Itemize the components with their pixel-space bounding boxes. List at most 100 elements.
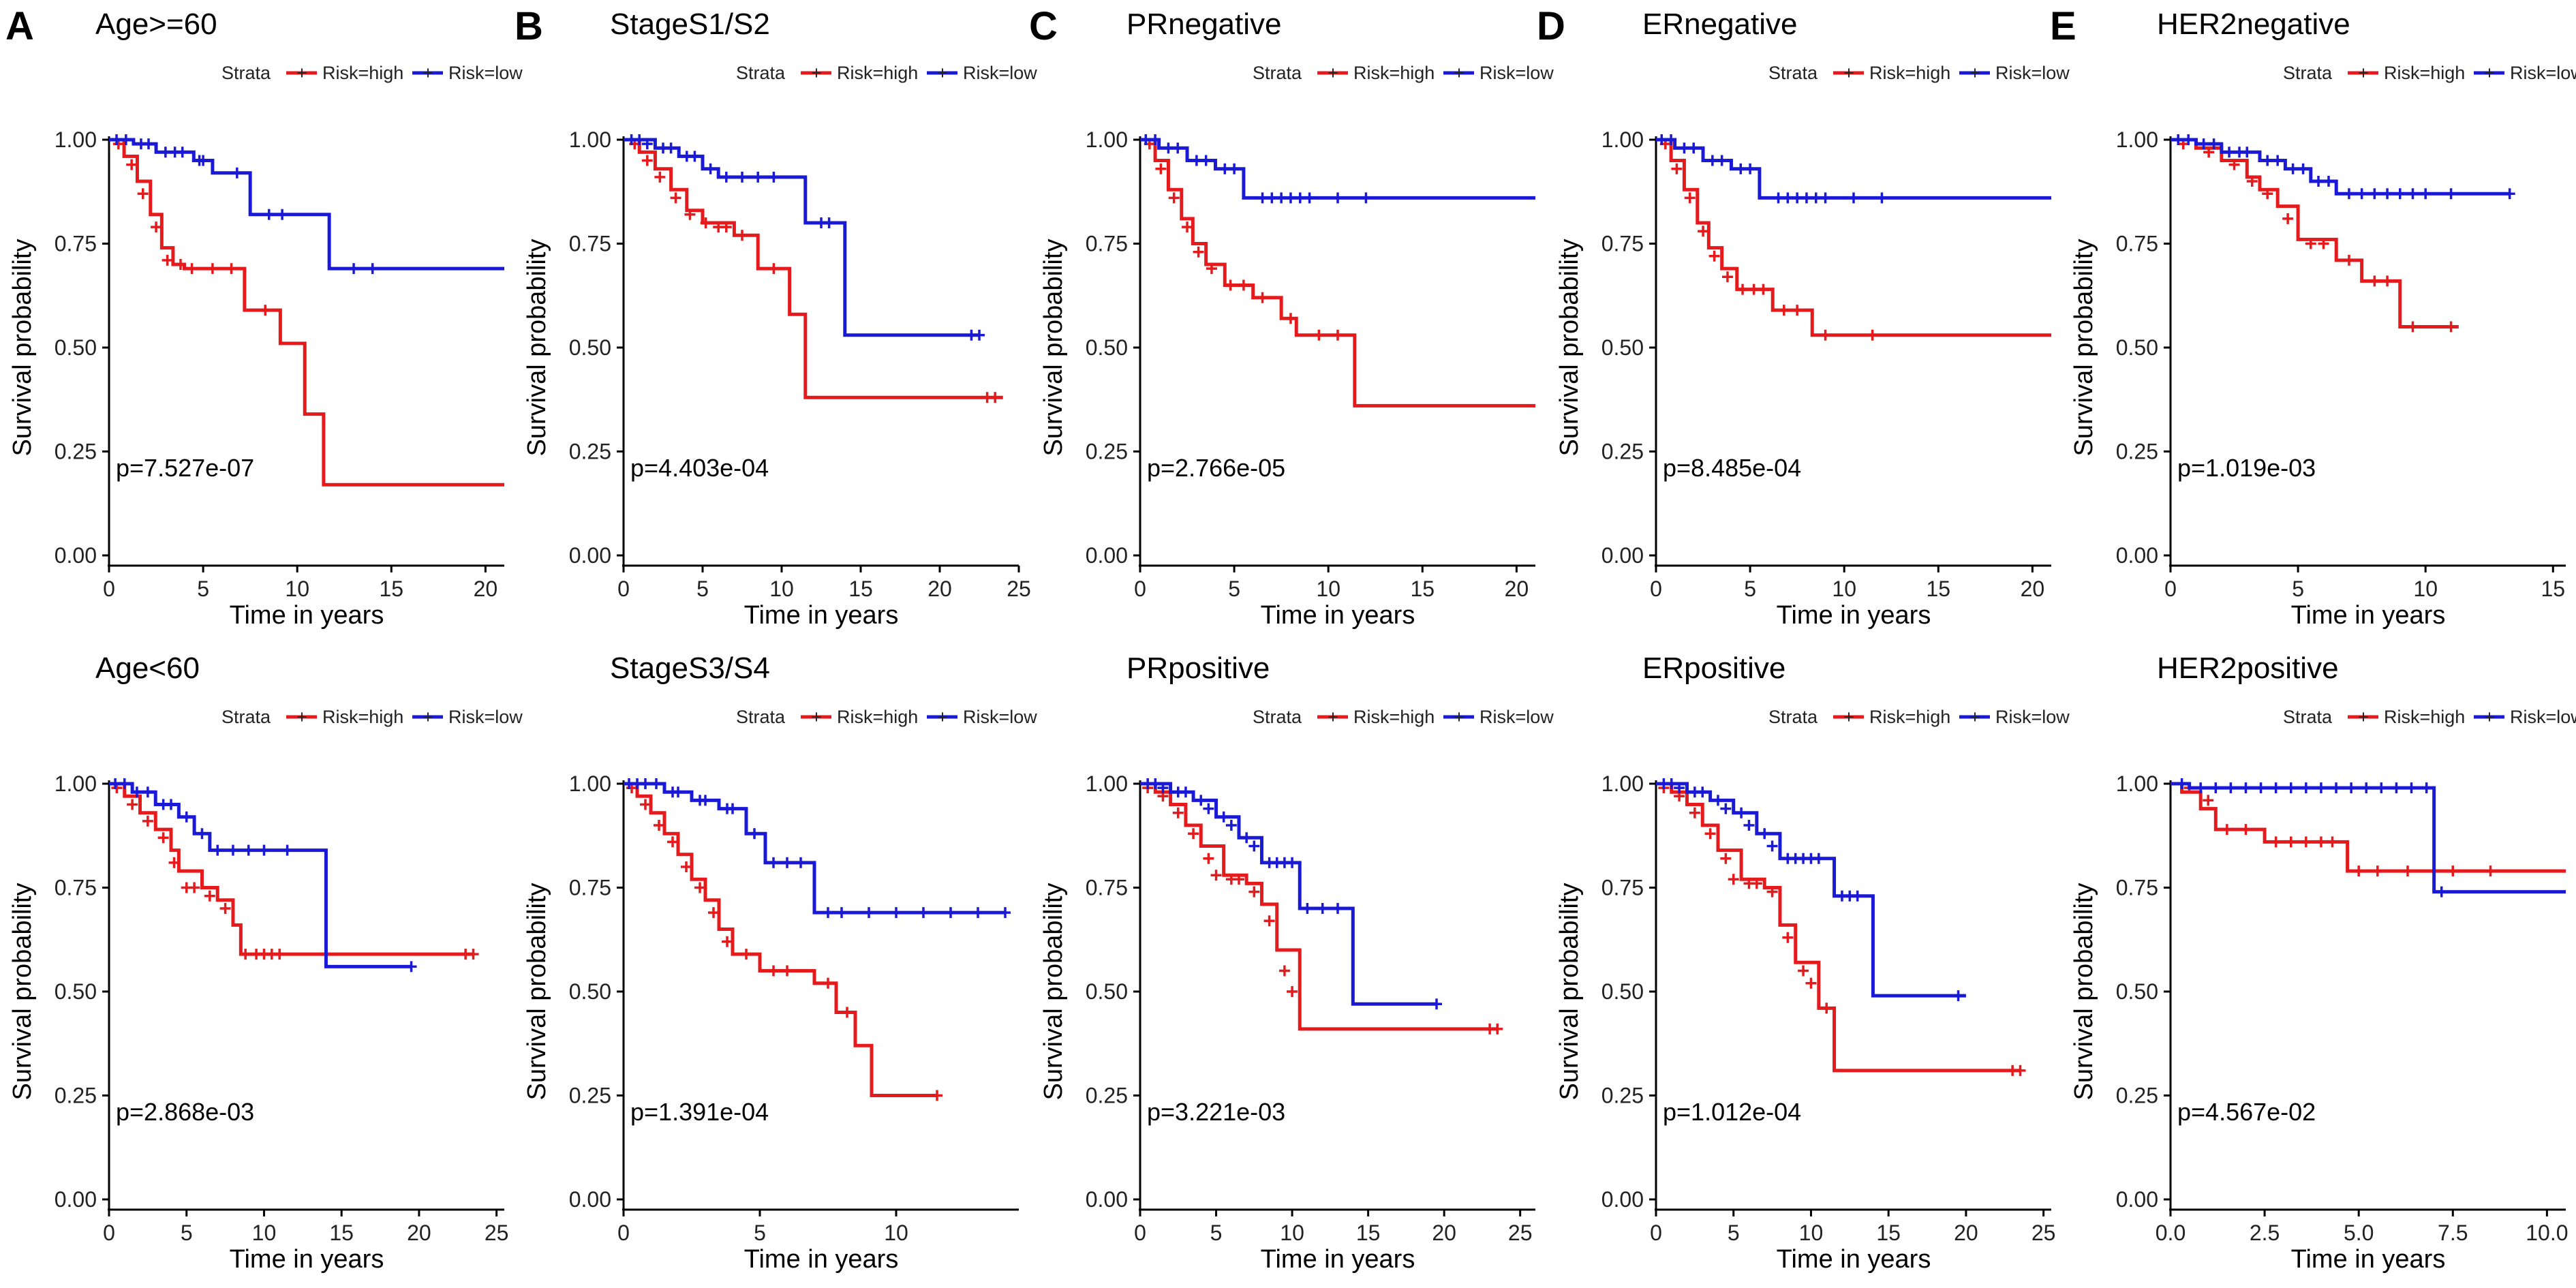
censor-mark-risk-low xyxy=(177,147,188,158)
censor-mark-risk-low xyxy=(1848,192,1859,204)
x-axis-title: Time in years xyxy=(230,1245,384,1274)
censor-mark-risk-low xyxy=(1241,832,1253,844)
panel-title: Age<60 xyxy=(95,651,200,685)
y-tick-label: 0.75 xyxy=(1086,232,1128,256)
x-axis-title: Time in years xyxy=(1261,1245,1415,1274)
censor-mark-risk-high xyxy=(1805,977,1817,989)
y-tick-label: 0.00 xyxy=(55,1187,97,1212)
censor-mark-risk-high xyxy=(768,965,779,977)
legend-title: Strata xyxy=(221,707,271,727)
censor-mark-risk-low xyxy=(227,844,239,856)
x-axis-title: Time in years xyxy=(1777,1245,1931,1274)
legend-label-high: Risk=high xyxy=(1353,63,1435,83)
censor-mark-risk-high xyxy=(1313,329,1325,341)
y-tick-label: 1.00 xyxy=(1086,771,1128,796)
x-tick-label: 0 xyxy=(1134,1221,1146,1245)
y-tick-label: 0.50 xyxy=(569,335,611,360)
legend-title: Strata xyxy=(1253,707,1302,727)
p-value: p=3.221e-03 xyxy=(1147,1098,1285,1126)
y-tick-label: 1.00 xyxy=(569,127,611,152)
censor-mark-risk-high xyxy=(2203,795,2214,806)
x-tick-label: 5 xyxy=(1228,577,1240,601)
x-tick-label: 20 xyxy=(2021,577,2045,601)
censor-mark-risk-low xyxy=(918,907,929,919)
y-tick-label: 0.75 xyxy=(1601,876,1644,900)
y-tick-label: 1.00 xyxy=(55,771,97,796)
censor-mark-risk-high xyxy=(1721,271,1733,283)
x-tick-label: 10 xyxy=(1280,1221,1304,1245)
censor-mark-risk-low xyxy=(142,786,153,798)
x-tick-label: 10 xyxy=(2413,577,2438,601)
censor-mark-risk-low xyxy=(2315,782,2327,794)
legend-swatch-low-plus: + xyxy=(423,707,433,727)
km-curve-risk-low xyxy=(1140,138,1535,200)
x-tick-label: 2.5 xyxy=(2250,1221,2280,1245)
legend-swatch-high-plus: + xyxy=(296,63,307,83)
censor-mark-risk-high xyxy=(1821,1002,1833,1014)
y-axis-title: Survival probability xyxy=(523,883,551,1101)
y-tick-label: 0.00 xyxy=(2116,1187,2158,1212)
censor-mark-risk-low xyxy=(1157,782,1169,794)
y-tick-label: 1.00 xyxy=(2116,771,2158,796)
censor-mark-risk-low xyxy=(1735,163,1747,174)
x-axis-title: Time in years xyxy=(2291,1245,2446,1274)
y-tick-label: 1.00 xyxy=(1601,127,1644,152)
y-tick-label: 0.25 xyxy=(1601,1084,1644,1108)
censor-mark-risk-low xyxy=(2198,138,2209,150)
censor-mark-risk-low xyxy=(2331,782,2342,794)
censor-mark-risk-low xyxy=(119,778,130,789)
x-tick-label: 20 xyxy=(1954,1221,1978,1245)
censor-mark-risk-low xyxy=(1782,192,1794,204)
y-tick-label: 0.25 xyxy=(2116,440,2158,464)
km-curve-risk-low xyxy=(2171,138,2510,196)
y-tick-label: 0.00 xyxy=(569,1187,611,1212)
legend-swatch-high-plus: + xyxy=(1843,707,1854,727)
y-tick-label: 0.25 xyxy=(1601,440,1644,464)
censor-mark-risk-low xyxy=(1792,192,1803,204)
censor-mark-risk-low xyxy=(212,844,224,856)
censor-mark-risk-high xyxy=(1704,828,1716,840)
censor-mark-risk-low xyxy=(891,907,902,919)
y-tick-label: 0.00 xyxy=(1601,1187,1644,1212)
censor-mark-risk-high xyxy=(162,254,173,266)
censor-mark-risk-low xyxy=(1720,803,1732,814)
censor-mark-risk-high xyxy=(842,1007,853,1018)
legend-swatch-high-plus: + xyxy=(2358,63,2369,83)
panel-letter-E: E xyxy=(2050,4,2076,48)
y-axis-title: Survival probability xyxy=(523,239,551,457)
censor-mark-risk-low xyxy=(1200,155,1212,166)
censor-mark-risk-low xyxy=(2183,134,2194,145)
y-tick-label: 0.25 xyxy=(569,440,611,464)
x-tick-label: 5 xyxy=(1744,577,1756,601)
legend-swatch-low-plus: + xyxy=(1969,63,1980,83)
censor-mark-risk-high xyxy=(1689,807,1700,818)
legend-label-high: Risk=high xyxy=(837,63,918,83)
legend-swatch-high-plus: + xyxy=(2358,707,2369,727)
censor-mark-risk-high xyxy=(1233,874,1244,885)
censor-mark-risk-low xyxy=(1219,163,1231,174)
censor-mark-risk-low xyxy=(2287,163,2299,174)
legend-swatch-high-plus: + xyxy=(1328,707,1338,727)
censor-mark-risk-low xyxy=(277,209,288,220)
censor-mark-risk-low xyxy=(2343,188,2355,200)
censor-mark-risk-high xyxy=(782,965,793,977)
censor-mark-risk-low xyxy=(1952,990,1964,1002)
y-tick-label: 0.75 xyxy=(55,876,97,900)
censor-mark-risk-low xyxy=(2420,188,2432,200)
p-value: p=8.485e-04 xyxy=(1663,454,1801,482)
censor-mark-risk-low xyxy=(972,907,983,919)
censor-mark-risk-low xyxy=(263,209,275,220)
censor-mark-risk-high xyxy=(1782,932,1794,943)
censor-mark-risk-low xyxy=(1285,192,1296,204)
censor-mark-risk-low xyxy=(1287,857,1298,868)
censor-mark-risk-low xyxy=(1773,192,1784,204)
x-tick-label: 10.0 xyxy=(2526,1221,2568,1245)
censor-mark-risk-low xyxy=(143,138,154,150)
censor-mark-risk-high xyxy=(1751,878,1762,889)
censor-mark-risk-low xyxy=(1674,782,1685,794)
x-tick-label: 0 xyxy=(1650,1221,1662,1245)
censor-mark-risk-low xyxy=(782,857,793,868)
censor-mark-risk-low xyxy=(1688,142,1700,154)
legend-swatch-low-plus: + xyxy=(423,63,433,83)
